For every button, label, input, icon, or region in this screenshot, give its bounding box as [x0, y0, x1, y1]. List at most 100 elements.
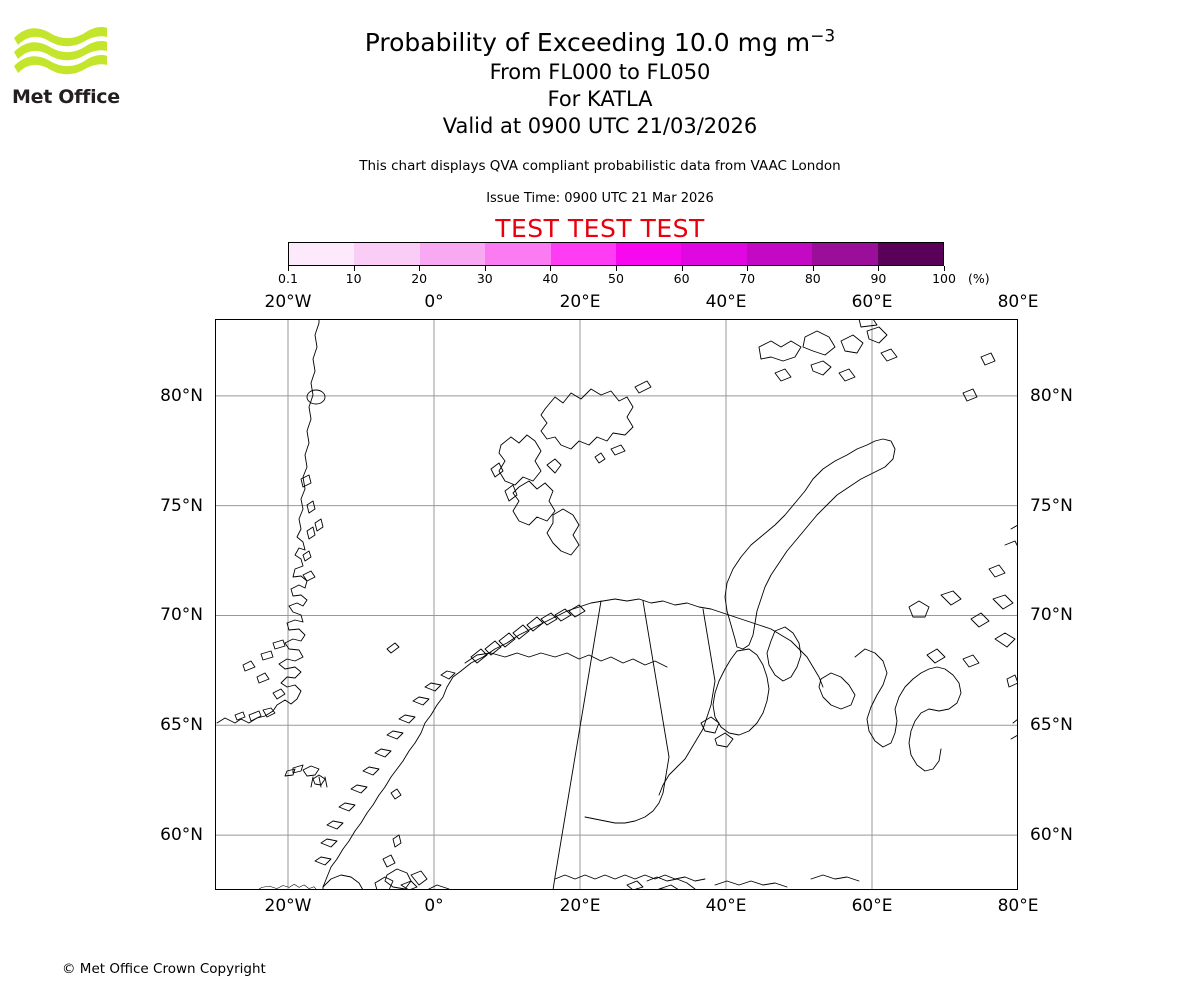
lat-label-right-80°N: 80°N [1030, 385, 1073, 406]
coast-denmark-zealand [374, 876, 394, 890]
colorbar-segment-2 [419, 243, 486, 265]
probability-colorbar [288, 242, 944, 266]
colorbar-tick-50 [616, 266, 617, 271]
colorbar-tick-label-0.1: 0.1 [278, 271, 298, 286]
coast-bear-island [546, 458, 562, 474]
lat-label-right-75°N: 75°N [1030, 495, 1073, 516]
coast-arctic-islet-4 [858, 319, 878, 328]
met-office-wordmark: Met Office [12, 86, 120, 108]
coast-franz-josef-east-2 [866, 326, 888, 344]
map-plot-area[interactable] [215, 319, 1018, 890]
coast-barents-island-9 [962, 654, 980, 668]
colorbar-tick-100 [944, 266, 945, 271]
coast-nz-islet-1 [700, 716, 720, 734]
lat-label-left-65°N: 65°N [160, 715, 203, 736]
title-flight-levels: From FL000 to FL050 [489, 60, 711, 84]
coast-svalbard-barentsoya [546, 508, 580, 556]
lon-label-bottom-20°E: 20°E [559, 896, 601, 916]
border-sweden-finland [584, 600, 670, 824]
coast-greenland-island-4 [302, 570, 316, 582]
coast-arctic-islet-6 [962, 388, 978, 402]
colorbar-segment-0 [289, 243, 355, 265]
colorbar-segment-8 [812, 243, 878, 265]
coast-franz-josef-mid [802, 330, 836, 356]
coast-greenland-fjord-7 [260, 650, 274, 661]
page-title: Probability of Exceeding 10.0 mg m−3 [0, 26, 1200, 59]
coast-iceland-south [312, 774, 326, 786]
colorbar-tick-label-80: 80 [804, 271, 821, 286]
coast-svalbard-islet-1 [504, 484, 518, 502]
lon-label-top-0°: 0° [424, 292, 444, 312]
lat-label-left-60°N: 60°N [160, 825, 203, 846]
issue-time-note: Issue Time: 0900 UTC 21 Mar 2026 [486, 191, 714, 206]
coast-kvitoya [634, 380, 652, 394]
colorbar-tick-label-30: 30 [476, 271, 493, 286]
coast-norway-fjord-7 [362, 766, 380, 776]
coast-lofoten-4 [512, 624, 530, 640]
coast-norway-north-kola [460, 598, 824, 688]
lon-label-bottom-20°W: 20°W [264, 896, 312, 916]
colorbar-segment-5 [616, 243, 682, 265]
map-background [215, 319, 1018, 890]
coast-norway-fjord-10 [326, 820, 344, 830]
lat-label-right-60°N: 60°N [1030, 825, 1073, 846]
colorbar-tick-90 [878, 266, 880, 271]
colorbar-segment-3 [485, 243, 551, 265]
colorbar-tick-80 [812, 266, 814, 271]
coast-greenland-island-2 [306, 526, 316, 540]
coast-troms-3 [568, 604, 586, 618]
coast-franz-josef-west [758, 340, 802, 362]
coast-scotland-east [410, 870, 428, 886]
colorbar-tick-label-40: 40 [542, 271, 559, 286]
coast-bottom-2 [810, 874, 860, 882]
coast-barents-island-5 [994, 632, 1016, 648]
coast-greenland-fjord-1 [262, 707, 276, 718]
border-finland-russia [658, 608, 716, 796]
coast-iceland-nw-peninsula [302, 765, 320, 777]
coast-kanin-peninsula [818, 672, 856, 710]
coast-yamal-ob [854, 648, 962, 772]
coastlines [216, 319, 1018, 890]
coast-bottom-1 [714, 880, 788, 888]
coast-orkney [382, 854, 396, 868]
coast-svalbard-islet-2 [490, 462, 504, 478]
coast-greenland-fjord-6 [242, 660, 256, 672]
colorbar-tick-30 [484, 266, 486, 271]
colorbar-tick-label-50: 50 [608, 271, 624, 286]
coast-hopen [610, 444, 626, 456]
coast-novaya-zemlya-south [712, 648, 770, 736]
coast-greenland-island-7 [306, 500, 316, 514]
coast-franz-josef-south [810, 360, 832, 376]
colorbar-tick-20 [419, 266, 421, 271]
coast-jan-mayen [386, 642, 400, 654]
lat-label-right-65°N: 65°N [1030, 715, 1073, 736]
title-main-text: Probability of Exceeding 10.0 mg m [364, 28, 811, 57]
qva-note: This chart displays QVA compliant probab… [359, 158, 841, 174]
coast-norway-fjord-2 [424, 682, 442, 692]
colorbar-tick-label-90: 90 [870, 271, 887, 286]
coast-greenland-fjord-2 [248, 710, 262, 722]
test-banner: TEST TEST TEST [495, 214, 705, 243]
colorbar-tick-label-70: 70 [739, 271, 756, 286]
lon-label-bottom-60°E: 60°E [851, 896, 893, 916]
lon-label-bottom-0°: 0° [424, 896, 444, 916]
coast-barents-island-2 [940, 590, 962, 606]
coast-franz-josef-islet-2 [838, 368, 856, 382]
lat-label-left-75°N: 75°N [160, 495, 203, 516]
colorbar-segment-1 [354, 243, 420, 265]
colorbar-tick-label-100: 100 [932, 271, 956, 286]
colorbar-tick-labels: 0.1 10 20 30 40 50 60 70 80 90 100 [278, 266, 956, 288]
coast-greenland-island-5 [306, 389, 326, 405]
coast-scotland [384, 868, 412, 890]
colorbar-tick-label-20: 20 [411, 271, 428, 286]
border-norway-sweden [552, 600, 602, 890]
coast-norway-fjord-6 [374, 748, 392, 758]
title-valid-time: Valid at 0900 UTC 21/03/2026 [442, 114, 758, 138]
coast-iceland-fjord [284, 768, 296, 777]
coast-troms-2 [554, 608, 572, 622]
lat-label-left-80°N: 80°N [160, 385, 203, 406]
met-office-logo: Met Office [12, 22, 122, 117]
coast-barents-island-6 [988, 564, 1006, 578]
colorbar-segment-9 [877, 243, 944, 265]
lat-label-left-70°N: 70°N [160, 605, 203, 626]
